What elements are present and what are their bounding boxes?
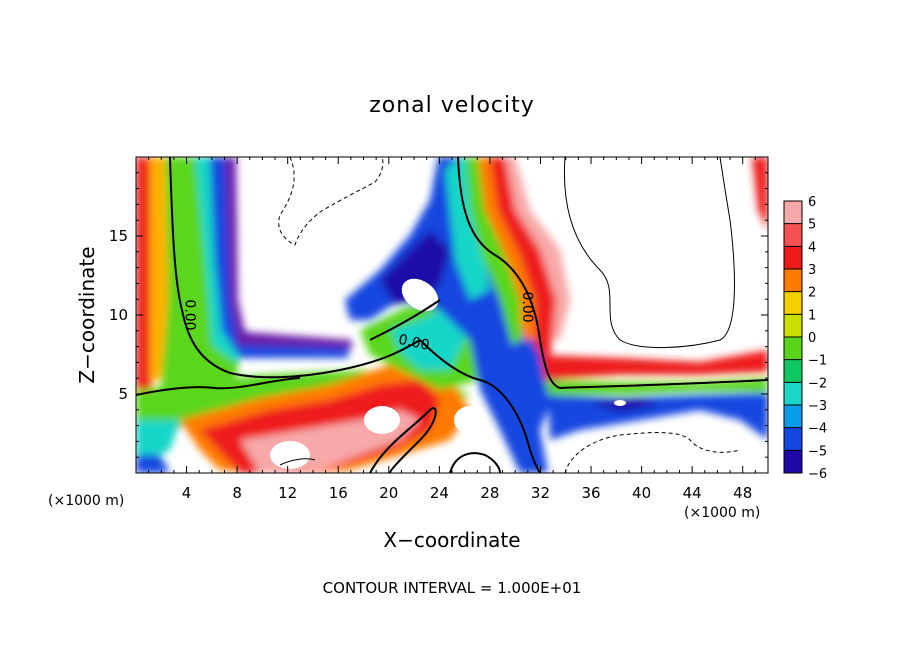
- colorbar-label: −6: [808, 467, 827, 482]
- x-tick-label: 28: [480, 484, 499, 502]
- x-axis: 4 8 12 16 20 24 28 32 36 40 44 48: [148, 157, 756, 502]
- field-left-cyan: [195, 157, 250, 362]
- contour-left-zero: [169, 157, 421, 379]
- x-axis-label: X−coordinate: [383, 528, 520, 552]
- contour-thin-bottom-left: [279, 458, 316, 466]
- colorbar-label: −1: [808, 354, 827, 369]
- x-unit-label-left: (×1000 m): [48, 493, 124, 509]
- x-tick-label: 32: [531, 484, 550, 502]
- x-tick-label: 20: [379, 484, 398, 502]
- x-tick-label: 48: [733, 484, 752, 502]
- field-left-blue: [210, 157, 350, 358]
- contour-right-zero: [457, 157, 768, 390]
- white-hole-lower-3: [270, 441, 310, 469]
- colorbar-label: 2: [808, 286, 816, 301]
- field-plume-cyan-core: [445, 157, 490, 300]
- contour-interval-footer: CONTOUR INTERVAL = 1.000E+01: [323, 579, 582, 597]
- x-tick-label: 12: [278, 484, 297, 502]
- colorbar: 6 5 4 3 2 1 0 −1 −2 −3 −4 −5 −6: [783, 195, 827, 482]
- field-right-edge-red: [752, 157, 768, 230]
- colorbar-band: [784, 427, 802, 451]
- field-lower-blue: [136, 455, 170, 473]
- y-tick-label: 15: [109, 227, 128, 245]
- field-plume-purple: [380, 230, 450, 305]
- field-lower-cyan: [136, 420, 180, 462]
- colorbar-label: −4: [808, 422, 827, 437]
- colorbar-band: [784, 314, 802, 338]
- y-tick-label: 10: [109, 306, 128, 324]
- colorbar-band: [784, 291, 802, 315]
- field-band-purple: [590, 398, 660, 412]
- contour-label: 0.00: [397, 332, 431, 354]
- white-hole-lower-1: [364, 406, 400, 434]
- colorbar-band: [784, 269, 802, 293]
- colorbar-label: 0: [808, 331, 816, 346]
- colorbar-label: 5: [808, 218, 816, 233]
- field-band-red: [540, 350, 768, 380]
- contour-label: 0.00: [519, 292, 535, 323]
- white-hole-right-band: [614, 400, 626, 406]
- x-tick-label: 16: [329, 484, 348, 502]
- contour-labels: 0.00 0.00 0.00: [181, 292, 535, 354]
- contour-thin-right: [563, 157, 735, 349]
- field-right-orange: [472, 157, 535, 340]
- field-plume-blue: [345, 157, 560, 473]
- colorbar-band: [784, 246, 802, 270]
- y-tick-label: 5: [118, 385, 128, 403]
- field-left-purple: [225, 157, 352, 348]
- x-tick-label: 40: [632, 484, 651, 502]
- velocity-color-field: [136, 157, 768, 473]
- colorbar-band: [784, 382, 802, 406]
- colorbar-label: −3: [808, 399, 827, 414]
- contour-dashed-bottom: [564, 432, 741, 473]
- chart-title: zonal velocity: [369, 93, 535, 118]
- contour-center: [419, 339, 541, 473]
- y-axis-label: Z−coordinate: [75, 246, 99, 383]
- plot-field: 0.00 0.00 0.00: [136, 157, 768, 473]
- colorbar-band: [784, 223, 802, 247]
- colorbar-label: 1: [808, 308, 816, 323]
- colorbar-band: [784, 201, 802, 225]
- x-tick-label: 44: [683, 484, 702, 502]
- x-tick-label: 8: [232, 484, 242, 502]
- contour-plume-left: [369, 299, 441, 341]
- colorbar-label: 6: [808, 195, 816, 210]
- colorbar-label: 4: [808, 240, 816, 255]
- colorbar-label: −5: [808, 444, 827, 459]
- contour-dashed-top: [278, 157, 384, 246]
- field-right-green: [465, 157, 522, 345]
- colorbar-band: [784, 450, 802, 474]
- colorbar-band: [784, 359, 802, 383]
- colorbar-label: 3: [808, 263, 816, 278]
- white-regions: [270, 278, 626, 469]
- colorbar-label: −2: [808, 376, 827, 391]
- x-tick-label: 4: [182, 484, 192, 502]
- x-tick-label: 36: [581, 484, 600, 502]
- colorbar-band: [784, 405, 802, 429]
- white-hole-lower-2: [454, 406, 486, 434]
- white-hole-top-center: [401, 278, 439, 312]
- contour-lower-center: [369, 407, 437, 473]
- contour-lower-ring: [449, 452, 501, 473]
- y-axis: 5 10 15: [109, 172, 768, 458]
- contour-label: 0.00: [181, 299, 197, 330]
- x-tick-label: 24: [430, 484, 449, 502]
- colorbar-band: [784, 337, 802, 361]
- x-unit-label-right: (×1000 m): [684, 505, 760, 521]
- contour-lower-left: [136, 377, 301, 396]
- contour-lines: [136, 157, 768, 473]
